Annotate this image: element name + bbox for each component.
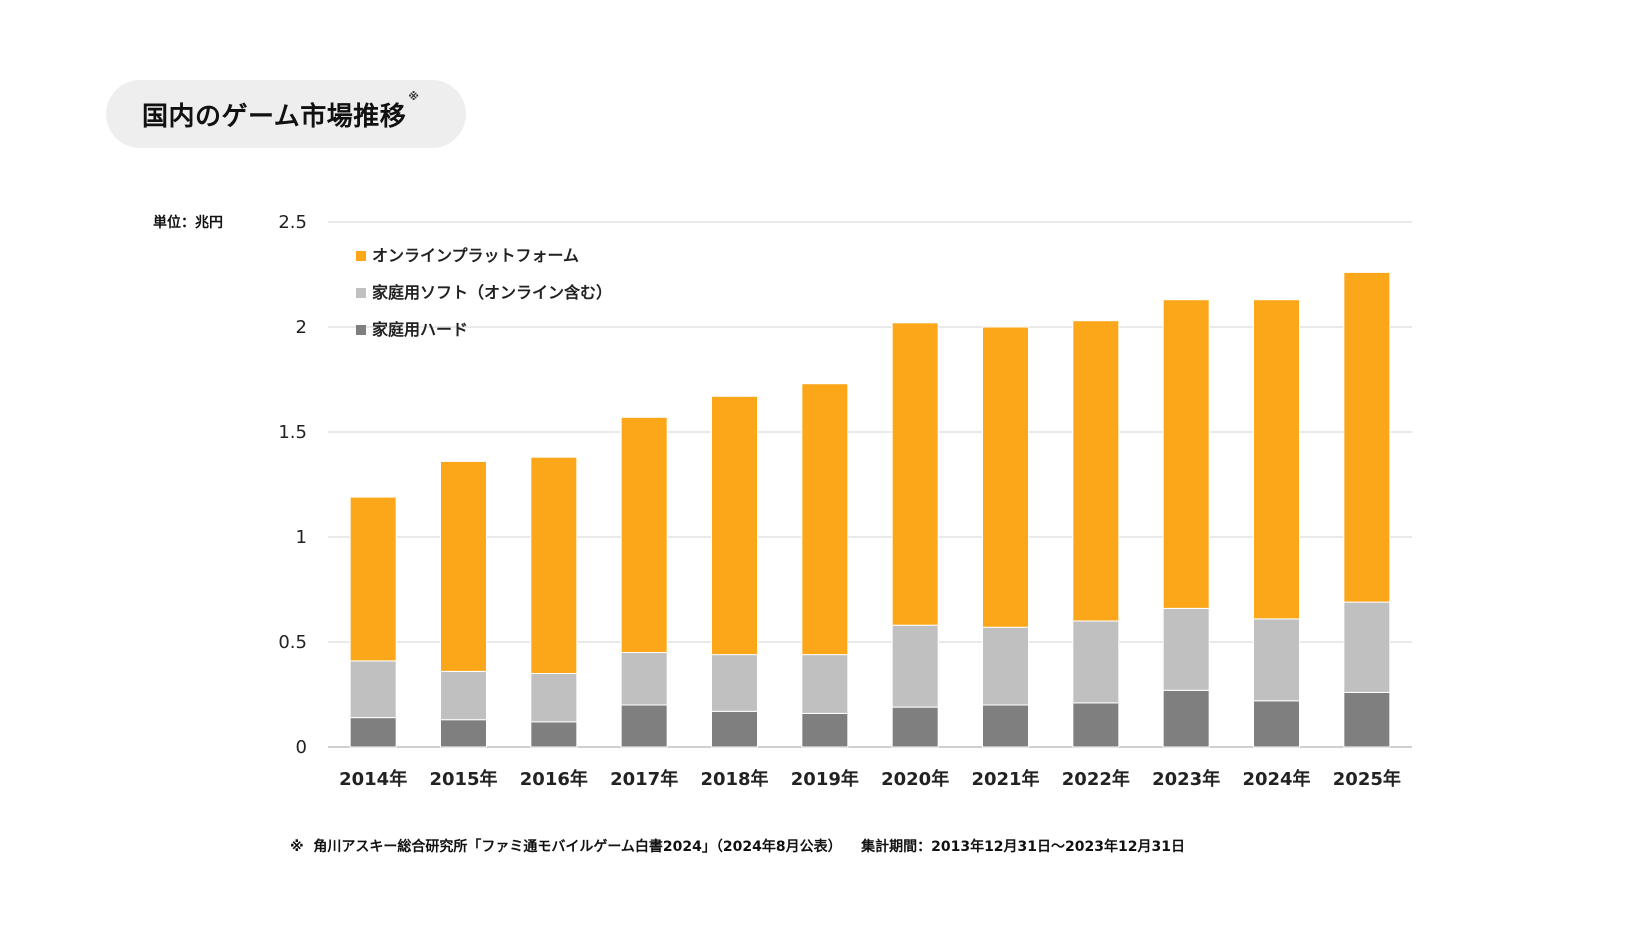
source-footnote: ※ 角川アスキー総合研究所「ファミ通モバイルゲーム白書2024」（2024年8月… xyxy=(290,839,1185,855)
bar-segment xyxy=(1072,620,1120,704)
bar-segment xyxy=(620,416,668,653)
bar-segment xyxy=(982,704,1029,748)
bar-segment xyxy=(711,654,758,712)
x-tick-label: 2021年 xyxy=(971,768,1039,790)
x-tick-label: 2025年 xyxy=(1333,768,1401,790)
bar-segment xyxy=(801,654,849,714)
y-tick-label: 1 xyxy=(296,527,307,548)
x-tick-label: 2024年 xyxy=(1242,768,1310,790)
y-tick-label: 0.5 xyxy=(278,632,307,653)
bar-segment xyxy=(1072,320,1120,622)
bar-segment xyxy=(1253,618,1300,702)
bar-segment xyxy=(440,719,487,748)
bar-segment xyxy=(620,704,668,748)
legend-swatch xyxy=(356,251,366,261)
x-tick-label: 2020年 xyxy=(881,768,949,790)
y-tick-label: 1.5 xyxy=(278,422,307,443)
bar-segment xyxy=(982,326,1029,628)
bar-segment xyxy=(530,673,578,723)
y-tick-label: 2.5 xyxy=(278,212,307,233)
bar-segment xyxy=(891,624,939,708)
bar-segment xyxy=(801,383,849,656)
bar-segment xyxy=(1343,691,1391,748)
bar-segment xyxy=(1162,607,1210,691)
bar-segment xyxy=(891,706,939,748)
bar-segment xyxy=(1343,271,1391,603)
bar-segment xyxy=(530,456,578,675)
y-tick-label: 2 xyxy=(296,317,307,338)
bar-segment xyxy=(1162,689,1210,748)
x-tick-label: 2019年 xyxy=(791,768,859,790)
legend-label: 家庭用ハード xyxy=(372,320,468,339)
bar-segment xyxy=(530,721,578,748)
bar-segment xyxy=(349,717,397,748)
legend-swatch xyxy=(356,288,366,298)
bar-segment xyxy=(349,496,397,662)
bar-segment xyxy=(1253,299,1300,620)
bar-segment xyxy=(801,712,849,748)
bar-segment xyxy=(982,626,1029,706)
bar-segment xyxy=(440,460,487,672)
bar-segment xyxy=(1343,601,1391,693)
title-badge: 国内のゲーム市場推移※ xyxy=(106,80,466,148)
x-tick-label: 2017年 xyxy=(610,768,678,790)
x-tick-label: 2022年 xyxy=(1062,768,1130,790)
bar-segment xyxy=(1253,700,1300,748)
chart-title: 国内のゲーム市場推移※ xyxy=(142,89,420,132)
x-tick-label: 2018年 xyxy=(700,768,768,790)
y-tick-label: 0 xyxy=(296,737,307,758)
bar-segment xyxy=(711,395,758,656)
x-tick-label: 2016年 xyxy=(520,768,588,790)
x-tick-label: 2023年 xyxy=(1152,768,1220,790)
title-note-mark: ※ xyxy=(408,89,420,103)
bar-segment xyxy=(440,670,487,721)
x-tick-label: 2015年 xyxy=(429,768,497,790)
legend-swatch xyxy=(356,325,366,335)
legend-label: オンラインプラットフォーム xyxy=(372,246,579,265)
bar-segment xyxy=(891,322,939,626)
bar-segment xyxy=(711,710,758,748)
unit-label: 単位：兆円 xyxy=(153,215,223,231)
bar-segment xyxy=(620,652,668,706)
bar-segment xyxy=(1162,299,1210,609)
legend-label: 家庭用ソフト（オンライン含む） xyxy=(372,283,612,302)
x-tick-label: 2014年 xyxy=(339,768,407,790)
bar-segment xyxy=(349,660,397,719)
bar-segment xyxy=(1072,702,1120,748)
